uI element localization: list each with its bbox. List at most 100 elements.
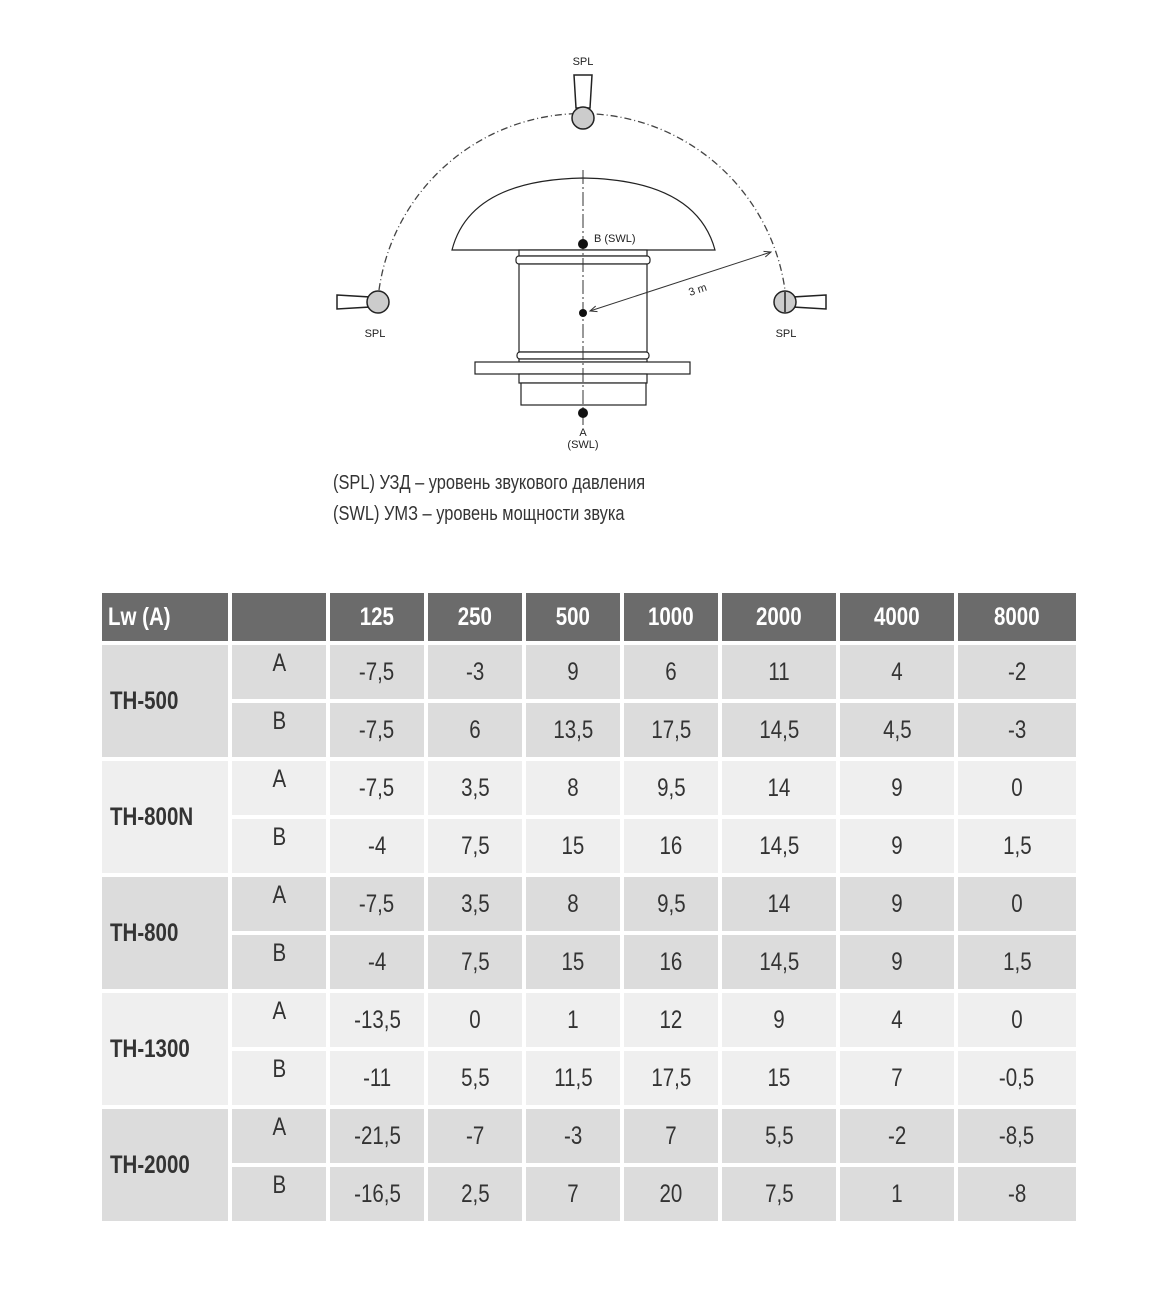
value-cell-text: 9,5	[656, 773, 686, 802]
value-cell-text: 9	[891, 773, 903, 802]
value-cell-text: -2	[887, 1121, 907, 1150]
value-cell: 4	[840, 645, 954, 699]
value-cell: 1	[526, 993, 620, 1047]
value-cell-text: 14,5	[759, 715, 799, 744]
value-cell: -7,5	[330, 703, 424, 757]
model-cell-text: TH-500	[110, 686, 179, 715]
table-row: B -11 5,5 11,5 17,5 15 7 -0,5	[102, 1051, 1076, 1105]
point-a-label: A	[579, 427, 587, 439]
value-cell-text: 4	[891, 657, 903, 686]
point-cell: B	[232, 819, 326, 873]
value-cell-text: -2	[1007, 657, 1027, 686]
value-cell: 9	[840, 761, 954, 815]
value-cell-text: -13,5	[353, 1005, 401, 1034]
header-label: 2000	[756, 602, 802, 631]
value-cell-text: 1	[891, 1179, 903, 1208]
value-cell: -16,5	[330, 1167, 424, 1221]
legend-spl: (SPL) УЗД – уровень звукового давления	[333, 472, 646, 494]
value-cell: 8	[526, 877, 620, 931]
table-row: TH-800 A -7,5 3,5 8 9,5 14 9 0	[102, 877, 1076, 989]
value-cell: -13,5	[330, 993, 424, 1047]
sound-power-table: Lw (A) 125 250 500 1000 2000 4000 8000 TH-500 A -…	[98, 589, 1080, 1225]
value-cell-text: 14	[767, 889, 791, 918]
value-cell: 14	[722, 877, 836, 931]
value-cell: 6	[624, 645, 718, 699]
header-freq-2000: 2000	[722, 593, 836, 641]
point-cell: B	[232, 1051, 326, 1105]
value-cell-text: 2,5	[460, 1179, 490, 1208]
value-cell: 9	[840, 935, 954, 989]
header-label: Lw (A)	[108, 602, 171, 631]
value-cell-text: -3	[465, 657, 485, 686]
value-cell-text: 4,5	[882, 715, 912, 744]
value-cell: 3,5	[428, 761, 522, 815]
mic-label-left: SPL	[365, 328, 386, 340]
value-cell-text: -7,5	[359, 889, 395, 918]
point-cell: A	[232, 877, 326, 931]
value-cell-text: 9,5	[656, 889, 686, 918]
model-cell: TH-1300	[102, 993, 228, 1105]
value-cell: -8,5	[958, 1109, 1076, 1163]
value-cell-text: 9	[891, 831, 903, 860]
header-point	[232, 593, 326, 641]
header-freq-1000: 1000	[624, 593, 718, 641]
value-cell-text: -8	[1007, 1179, 1027, 1208]
value-cell-text: -11	[362, 1063, 392, 1092]
value-cell: 20	[624, 1167, 718, 1221]
value-cell: 7	[526, 1167, 620, 1221]
value-cell-text: -0,5	[999, 1063, 1035, 1092]
value-cell-text: -3	[563, 1121, 583, 1150]
value-cell: -11	[330, 1051, 424, 1105]
model-cell-text: TH-1300	[110, 1034, 190, 1063]
value-cell: 17,5	[624, 1051, 718, 1105]
value-cell: 9,5	[624, 877, 718, 931]
table-row: TH-500 A -7,5 -3 9 6 11 4 -2	[102, 645, 1076, 757]
point-center	[579, 309, 587, 317]
value-cell: 0	[428, 993, 522, 1047]
point-a-sub: (SWL)	[567, 439, 598, 451]
point-cell-text: B	[272, 707, 286, 735]
value-cell: 1,5	[958, 819, 1076, 873]
value-cell: -7,5	[330, 761, 424, 815]
value-cell: 9,5	[624, 761, 718, 815]
value-cell: 3,5	[428, 877, 522, 931]
value-cell: 15	[722, 1051, 836, 1105]
diagram-legend: (SPL) УЗД – уровень звукового давления (…	[333, 468, 714, 530]
value-cell-text: 11,5	[553, 1063, 593, 1092]
model-cell: TH-800	[102, 877, 228, 989]
value-cell-text: 0	[1011, 1005, 1023, 1034]
value-cell-text: 7	[891, 1063, 903, 1092]
value-cell: -3	[526, 1109, 620, 1163]
value-cell: 11,5	[526, 1051, 620, 1105]
value-cell: -7,5	[330, 877, 424, 931]
model-cell: TH-500	[102, 645, 228, 757]
value-cell-text: 12	[659, 1005, 683, 1034]
table-row: B -16,5 2,5 7 20 7,5 1 -8	[102, 1167, 1076, 1221]
value-cell-text: 0	[1011, 773, 1023, 802]
value-cell-text: -7,5	[359, 657, 395, 686]
value-cell-text: 6	[469, 715, 481, 744]
value-cell-text: 9	[773, 1005, 785, 1034]
value-cell: -3	[958, 703, 1076, 757]
value-cell: -7,5	[330, 645, 424, 699]
value-cell: 7	[624, 1109, 718, 1163]
value-cell: -4	[330, 819, 424, 873]
point-cell: A	[232, 761, 326, 815]
value-cell: 0	[958, 993, 1076, 1047]
value-cell: -7	[428, 1109, 522, 1163]
value-cell: 1,5	[958, 935, 1076, 989]
value-cell-text: 7	[665, 1121, 677, 1150]
value-cell: 16	[624, 935, 718, 989]
value-cell: 7,5	[722, 1167, 836, 1221]
value-cell-text: 4	[891, 1005, 903, 1034]
header-label: 4000	[874, 602, 920, 631]
value-cell-text: 7,5	[764, 1179, 794, 1208]
microphone-left-icon	[336, 290, 390, 314]
mic-label-right: SPL	[776, 328, 797, 340]
value-cell: 17,5	[624, 703, 718, 757]
model-cell-text: TH-800N	[110, 802, 194, 831]
table-header-row: Lw (A) 125 250 500 1000 2000 4000 8000	[102, 593, 1076, 641]
value-cell: 7,5	[428, 819, 522, 873]
value-cell-text: 15	[767, 1063, 791, 1092]
point-cell: A	[232, 993, 326, 1047]
